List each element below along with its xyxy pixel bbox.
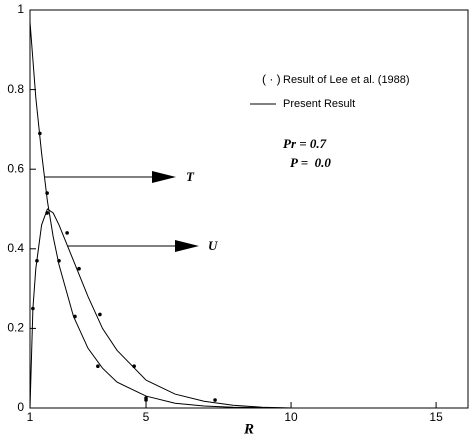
y-tick-label: 1 bbox=[17, 2, 24, 16]
curve bbox=[29, 208, 292, 409]
y-tick-label: 0.8 bbox=[7, 82, 24, 96]
data-point bbox=[45, 211, 49, 215]
data-point bbox=[132, 364, 136, 369]
legend-text: Result of Lee et al. (1988) bbox=[283, 74, 410, 86]
x-tick-label: 15 bbox=[429, 410, 443, 424]
data-point bbox=[57, 258, 61, 263]
plot-frame bbox=[29, 9, 469, 409]
curve-label: T bbox=[186, 169, 195, 184]
annotation: Pr = 0.7 bbox=[283, 136, 327, 151]
data-point bbox=[213, 398, 217, 402]
curve-label: U bbox=[208, 238, 218, 253]
data-point bbox=[65, 231, 69, 235]
arrow bbox=[67, 240, 199, 252]
y-tick-label: 0.2 bbox=[7, 321, 24, 335]
y-tick-label: 0.6 bbox=[7, 161, 24, 175]
y-tick-label: 0.4 bbox=[7, 241, 24, 255]
data-point bbox=[73, 314, 77, 319]
x-axis-label: R bbox=[243, 421, 254, 437]
data-point bbox=[77, 266, 81, 271]
data-point bbox=[144, 396, 148, 400]
curve bbox=[29, 21, 292, 409]
x-tick-label: 1 bbox=[27, 410, 34, 424]
x-tick-label: 10 bbox=[284, 410, 298, 424]
legend-marker: ( · ) bbox=[262, 72, 281, 86]
legend-text: Present Result bbox=[283, 98, 355, 110]
data-point bbox=[98, 312, 102, 317]
y-tick-label: 0 bbox=[17, 400, 24, 414]
arrow bbox=[45, 171, 176, 183]
data-point bbox=[96, 364, 100, 369]
x-tick-label: 5 bbox=[143, 410, 150, 424]
annotation: P = 0.0 bbox=[290, 155, 331, 170]
data-point bbox=[45, 191, 49, 195]
data-point bbox=[35, 258, 39, 263]
data-point bbox=[31, 306, 35, 311]
data-point bbox=[38, 131, 42, 136]
